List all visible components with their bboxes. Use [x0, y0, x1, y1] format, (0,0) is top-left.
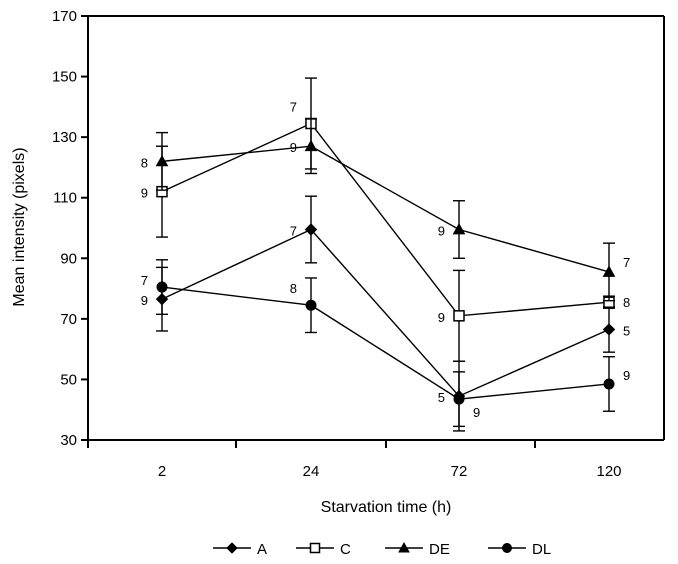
- series-dl-n-label: 9: [623, 368, 630, 383]
- x-tick-label: 2: [158, 463, 166, 480]
- y-tick-label: 30: [60, 432, 77, 449]
- series-a-n-label: 5: [623, 323, 630, 338]
- y-tick-label: 130: [52, 129, 77, 146]
- series-dl-n-label: 8: [290, 281, 297, 296]
- y-tick-label: 70: [60, 311, 77, 328]
- legend: A C DE DL: [213, 541, 551, 558]
- y-tick-label: 170: [52, 8, 77, 25]
- series-a-point: [304, 223, 318, 236]
- y-tick-label: 110: [53, 190, 77, 207]
- legend-dl-label: DL: [532, 541, 551, 558]
- legend-de-marker: [398, 541, 410, 553]
- series-de-n-label: 9: [438, 224, 445, 239]
- x-tick-label: 120: [596, 463, 621, 480]
- series-de-point: [452, 222, 466, 235]
- y-tick-label: 50: [60, 371, 77, 388]
- series-dl-point: [603, 378, 615, 390]
- series-de-line: [161, 145, 610, 273]
- legend-dl-marker: [502, 543, 512, 553]
- legend-a-marker: [226, 542, 238, 554]
- legend-c: C: [296, 541, 351, 558]
- series-c-line: [161, 122, 610, 317]
- y-tick-label: 150: [52, 69, 77, 86]
- series-dl-n-label: 7: [141, 273, 148, 288]
- series-de-point: [155, 154, 169, 167]
- x-tick-label: 72: [451, 463, 468, 480]
- series-dl-point: [156, 281, 168, 293]
- series-de-point: [602, 265, 616, 277]
- series-c-n-label: 8: [623, 295, 630, 310]
- legend-de: DE: [385, 541, 450, 558]
- series-dl-n-label: 9: [473, 405, 480, 420]
- series-c-n-label: 9: [438, 310, 445, 325]
- series-de-n-label: 9: [290, 140, 297, 155]
- series-c-n-label: 9: [141, 186, 148, 201]
- y-axis-title: Mean intensity (pixels): [11, 147, 28, 306]
- series-de-n-label: 7: [623, 255, 630, 270]
- series-a-n-label: 7: [290, 224, 297, 239]
- legend-de-label: DE: [429, 541, 450, 558]
- series-a-line: [161, 228, 610, 397]
- series-a-n-label: 9: [141, 293, 148, 308]
- legend-dl: DL: [488, 541, 551, 558]
- series-dl-line: [161, 286, 610, 400]
- series-de: 8 9 9 7: [141, 118, 630, 302]
- legend-c-marker: [309, 542, 321, 554]
- series-de-point: [304, 139, 318, 152]
- series-dl: 7 8 9 9: [141, 259, 630, 428]
- series-a-n-label: 5: [438, 390, 445, 405]
- y-tick-label: 90: [60, 250, 77, 267]
- series-de-n-label: 8: [141, 155, 148, 170]
- legend-a-label: A: [257, 541, 267, 558]
- legend-a: A: [213, 541, 267, 558]
- x-axis-title: Starvation time (h): [321, 499, 452, 516]
- series-c-point: [453, 310, 465, 322]
- plot-area: 9 7 5 5 9 7 9 8 8 9 9 7 7 8 9 9: [141, 77, 630, 432]
- series-a-point: [602, 323, 616, 336]
- series-c: 9 7 9 8: [141, 77, 630, 362]
- series-a: 9 7 5 5: [141, 195, 630, 432]
- series-dl-point: [305, 299, 317, 311]
- series-c-n-label: 7: [290, 100, 297, 115]
- series-dl-point: [453, 393, 465, 405]
- x-tick-label: 24: [303, 463, 320, 480]
- legend-c-label: C: [340, 541, 351, 558]
- axes: 30 50 70 90 110 130 150 170 2 24 72 120: [52, 8, 665, 480]
